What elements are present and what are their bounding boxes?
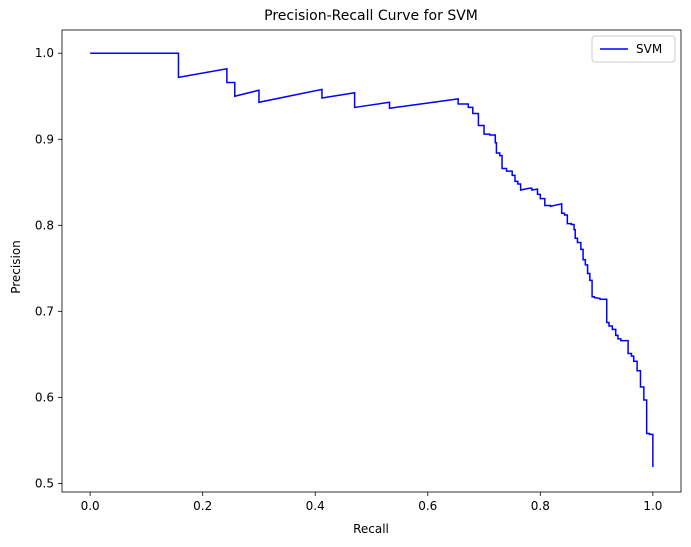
x-axis: 0.0 0.2 0.4 0.6 0.8 1.0 (81, 492, 662, 513)
x-tick-label: 0.0 (81, 499, 100, 513)
series-line-svm (90, 52, 654, 468)
y-tick-label: 0.9 (35, 132, 54, 146)
y-tick-label: 0.5 (35, 476, 54, 490)
chart-title: Precision-Recall Curve for SVM (264, 8, 478, 24)
y-tick-label: 0.6 (35, 390, 54, 404)
legend: SVM (591, 35, 676, 63)
x-tick-label: 0.4 (306, 499, 325, 513)
plot-frame (61, 29, 682, 493)
y-tick-label: 0.7 (35, 304, 54, 318)
legend-box (591, 35, 676, 63)
y-axis: 0.5 0.6 0.7 0.8 0.9 1.0 (35, 46, 62, 490)
x-tick-label: 0.2 (193, 499, 212, 513)
x-axis-label: Recall (353, 522, 389, 536)
y-axis-label: Precision (9, 240, 23, 294)
legend-label: SVM (636, 42, 662, 56)
x-tick-label: 1.0 (643, 499, 662, 513)
y-tick-label: 0.8 (35, 218, 54, 232)
plot-area (61, 29, 682, 493)
x-tick-label: 0.8 (531, 499, 550, 513)
x-tick-label: 0.6 (418, 499, 437, 513)
y-tick-label: 1.0 (35, 46, 54, 60)
